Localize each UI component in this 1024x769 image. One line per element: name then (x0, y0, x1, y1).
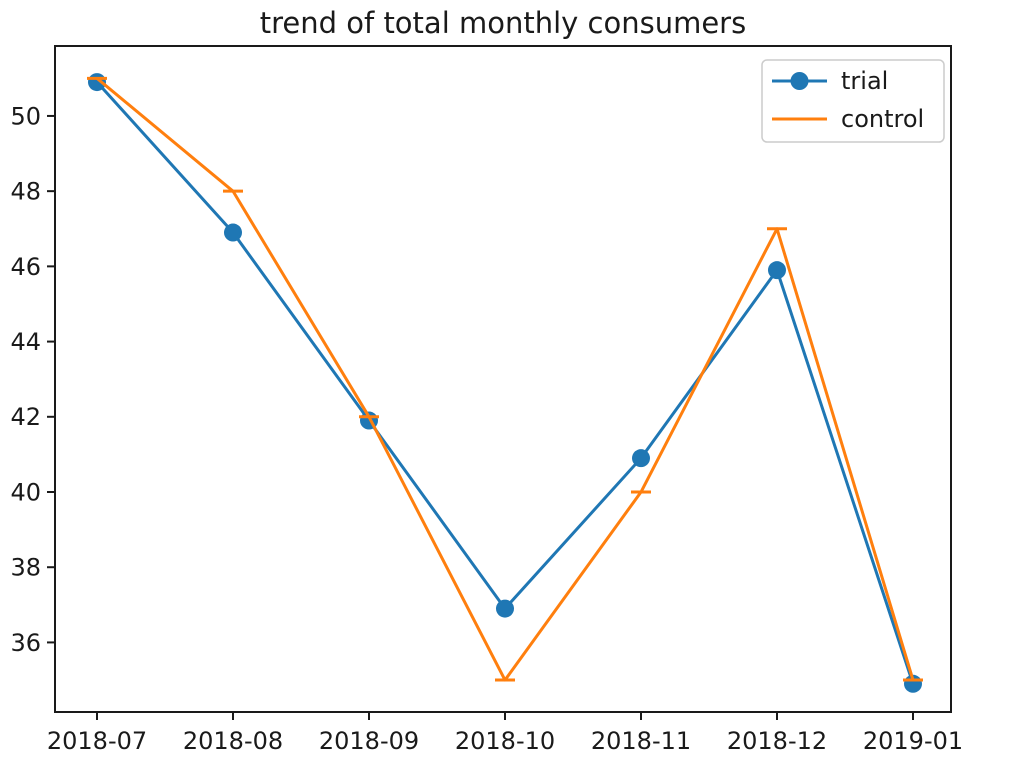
trial-line (95, 81, 915, 685)
circle-marker-icon (790, 72, 809, 90)
legend: trial control (761, 59, 945, 143)
trial-series (88, 73, 922, 693)
y-tick-label: 48 (10, 178, 41, 206)
x-tick-label: 2018-11 (591, 727, 691, 755)
y-tick-label: 38 (10, 554, 41, 582)
legend-entry-trial: trial (772, 67, 888, 95)
legend-label-trial: trial (841, 67, 888, 95)
y-tick-label: 42 (10, 403, 41, 431)
y-tick-label: 44 (10, 328, 41, 356)
axes-frame (54, 45, 952, 713)
chart-title: trend of total monthly consumers (259, 6, 747, 40)
trial-marker (224, 223, 242, 242)
x-tick-label: 2019-01 (863, 727, 963, 755)
x-tick-label: 2018-09 (319, 727, 419, 755)
trial-marker (496, 599, 514, 618)
legend-label-control: control (841, 105, 924, 133)
y-tick-label: 46 (10, 253, 41, 281)
control-series (87, 76, 923, 682)
trial-marker (632, 449, 650, 468)
x-tick-label: 2018-10 (455, 727, 555, 755)
trial-marker (768, 261, 786, 280)
y-tick-label: 40 (10, 478, 41, 506)
x-tick-label: 2018-12 (727, 727, 827, 755)
x-tick-label: 2018-08 (183, 727, 283, 755)
control-line (96, 77, 915, 682)
y-tick-label: 50 (10, 102, 41, 130)
x-tick-label: 2018-07 (47, 727, 147, 755)
y-tick-label: 36 (10, 629, 41, 657)
legend-entry-control: control (772, 105, 924, 133)
